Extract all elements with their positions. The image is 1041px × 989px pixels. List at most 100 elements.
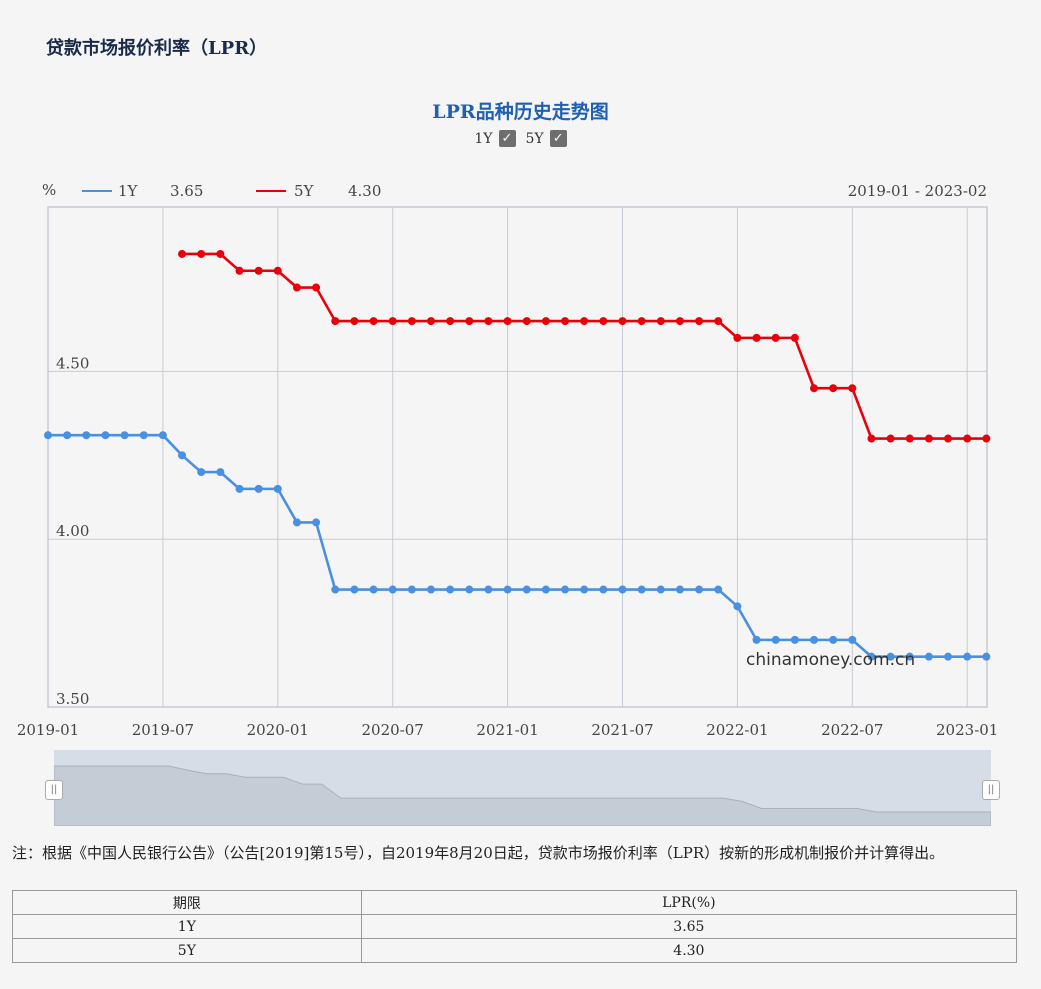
data-point-1y[interactable]	[829, 635, 838, 644]
data-point-5y[interactable]	[752, 333, 761, 342]
navigator-left-handle[interactable]: ||	[45, 780, 63, 800]
data-point-1y[interactable]	[158, 431, 167, 440]
data-point-1y[interactable]	[561, 585, 570, 594]
data-point-5y[interactable]	[312, 283, 321, 292]
data-point-5y[interactable]	[369, 317, 378, 326]
data-point-1y[interactable]	[905, 652, 914, 661]
data-point-1y[interactable]	[484, 585, 493, 594]
data-point-5y[interactable]	[733, 333, 742, 342]
data-point-1y[interactable]	[522, 585, 531, 594]
data-point-5y[interactable]	[867, 434, 876, 443]
data-point-1y[interactable]	[637, 585, 646, 594]
data-point-1y[interactable]	[848, 635, 857, 644]
data-point-5y[interactable]	[484, 317, 493, 326]
data-point-5y[interactable]	[446, 317, 455, 326]
data-point-5y[interactable]	[522, 317, 531, 326]
data-point-1y[interactable]	[771, 635, 780, 644]
data-point-1y[interactable]	[101, 431, 110, 440]
data-point-5y[interactable]	[503, 317, 512, 326]
data-point-1y[interactable]	[924, 652, 933, 661]
checkbox-5y[interactable]: ✓	[549, 130, 567, 147]
data-point-5y[interactable]	[235, 266, 244, 275]
data-point-1y[interactable]	[82, 431, 91, 440]
data-point-5y[interactable]	[886, 434, 895, 443]
data-point-5y[interactable]	[695, 317, 704, 326]
data-point-5y[interactable]	[465, 317, 474, 326]
data-point-5y[interactable]	[197, 249, 206, 258]
data-point-5y[interactable]	[427, 317, 435, 326]
data-point-1y[interactable]	[273, 484, 282, 493]
range-navigator[interactable]	[53, 750, 992, 827]
data-point-1y[interactable]	[886, 652, 895, 661]
data-point-1y[interactable]	[599, 585, 608, 594]
data-point-5y[interactable]	[829, 384, 838, 393]
data-point-1y[interactable]	[407, 585, 416, 594]
data-point-1y[interactable]	[139, 431, 148, 440]
data-point-5y[interactable]	[254, 266, 263, 275]
data-point-1y[interactable]	[120, 431, 129, 440]
data-point-1y[interactable]	[446, 585, 455, 594]
data-point-1y[interactable]	[867, 652, 876, 661]
data-point-5y[interactable]	[580, 317, 589, 326]
legend-1y[interactable]: 1Y 3.65	[82, 182, 203, 200]
data-point-1y[interactable]	[312, 518, 321, 527]
data-point-1y[interactable]	[63, 431, 72, 440]
data-point-1y[interactable]	[427, 585, 435, 594]
data-point-1y[interactable]	[752, 635, 761, 644]
data-point-5y[interactable]	[905, 434, 914, 443]
data-point-5y[interactable]	[599, 317, 608, 326]
data-point-5y[interactable]	[924, 434, 933, 443]
data-point-5y[interactable]	[714, 317, 723, 326]
toggle-5y[interactable]: 5Y ✓	[526, 130, 567, 147]
data-point-5y[interactable]	[963, 434, 972, 443]
navigator-right-handle[interactable]: ||	[982, 780, 1000, 800]
data-point-1y[interactable]	[331, 585, 340, 594]
data-point-1y[interactable]	[790, 635, 799, 644]
data-point-1y[interactable]	[963, 652, 972, 661]
data-point-1y[interactable]	[675, 585, 684, 594]
checkbox-1y[interactable]: ✓	[498, 130, 516, 147]
data-point-1y[interactable]	[44, 431, 52, 440]
series-1y[interactable]	[44, 431, 991, 661]
data-point-5y[interactable]	[541, 317, 550, 326]
data-point-5y[interactable]	[810, 384, 818, 393]
data-point-1y[interactable]	[216, 468, 225, 477]
data-point-1y[interactable]	[541, 585, 550, 594]
data-point-5y[interactable]	[771, 333, 780, 342]
data-point-5y[interactable]	[178, 249, 187, 258]
data-point-1y[interactable]	[178, 451, 187, 460]
data-point-1y[interactable]	[810, 635, 818, 644]
series-5y[interactable]	[178, 249, 991, 443]
data-point-1y[interactable]	[503, 585, 512, 594]
data-point-1y[interactable]	[235, 484, 244, 493]
data-point-1y[interactable]	[695, 585, 704, 594]
data-point-5y[interactable]	[350, 317, 359, 326]
data-point-1y[interactable]	[254, 484, 263, 493]
data-point-1y[interactable]	[388, 585, 397, 594]
data-point-1y[interactable]	[350, 585, 359, 594]
data-point-5y[interactable]	[273, 266, 282, 275]
data-point-1y[interactable]	[618, 585, 627, 594]
data-point-1y[interactable]	[465, 585, 474, 594]
data-point-1y[interactable]	[733, 602, 742, 611]
data-point-5y[interactable]	[216, 249, 225, 258]
data-point-1y[interactable]	[944, 652, 953, 661]
data-point-5y[interactable]	[790, 333, 799, 342]
data-point-5y[interactable]	[561, 317, 570, 326]
data-point-5y[interactable]	[982, 434, 991, 443]
data-point-5y[interactable]	[407, 317, 416, 326]
toggle-1y[interactable]: 1Y ✓	[474, 130, 516, 147]
data-point-1y[interactable]	[656, 585, 665, 594]
data-point-5y[interactable]	[331, 317, 340, 326]
data-point-1y[interactable]	[982, 652, 991, 661]
data-point-5y[interactable]	[292, 283, 301, 292]
data-point-1y[interactable]	[292, 518, 301, 527]
data-point-5y[interactable]	[944, 434, 953, 443]
data-point-5y[interactable]	[618, 317, 627, 326]
legend-5y[interactable]: 5Y 4.30	[256, 182, 381, 200]
data-point-1y[interactable]	[369, 585, 378, 594]
data-point-5y[interactable]	[848, 384, 857, 393]
data-point-5y[interactable]	[675, 317, 684, 326]
data-point-1y[interactable]	[714, 585, 723, 594]
data-point-5y[interactable]	[637, 317, 646, 326]
